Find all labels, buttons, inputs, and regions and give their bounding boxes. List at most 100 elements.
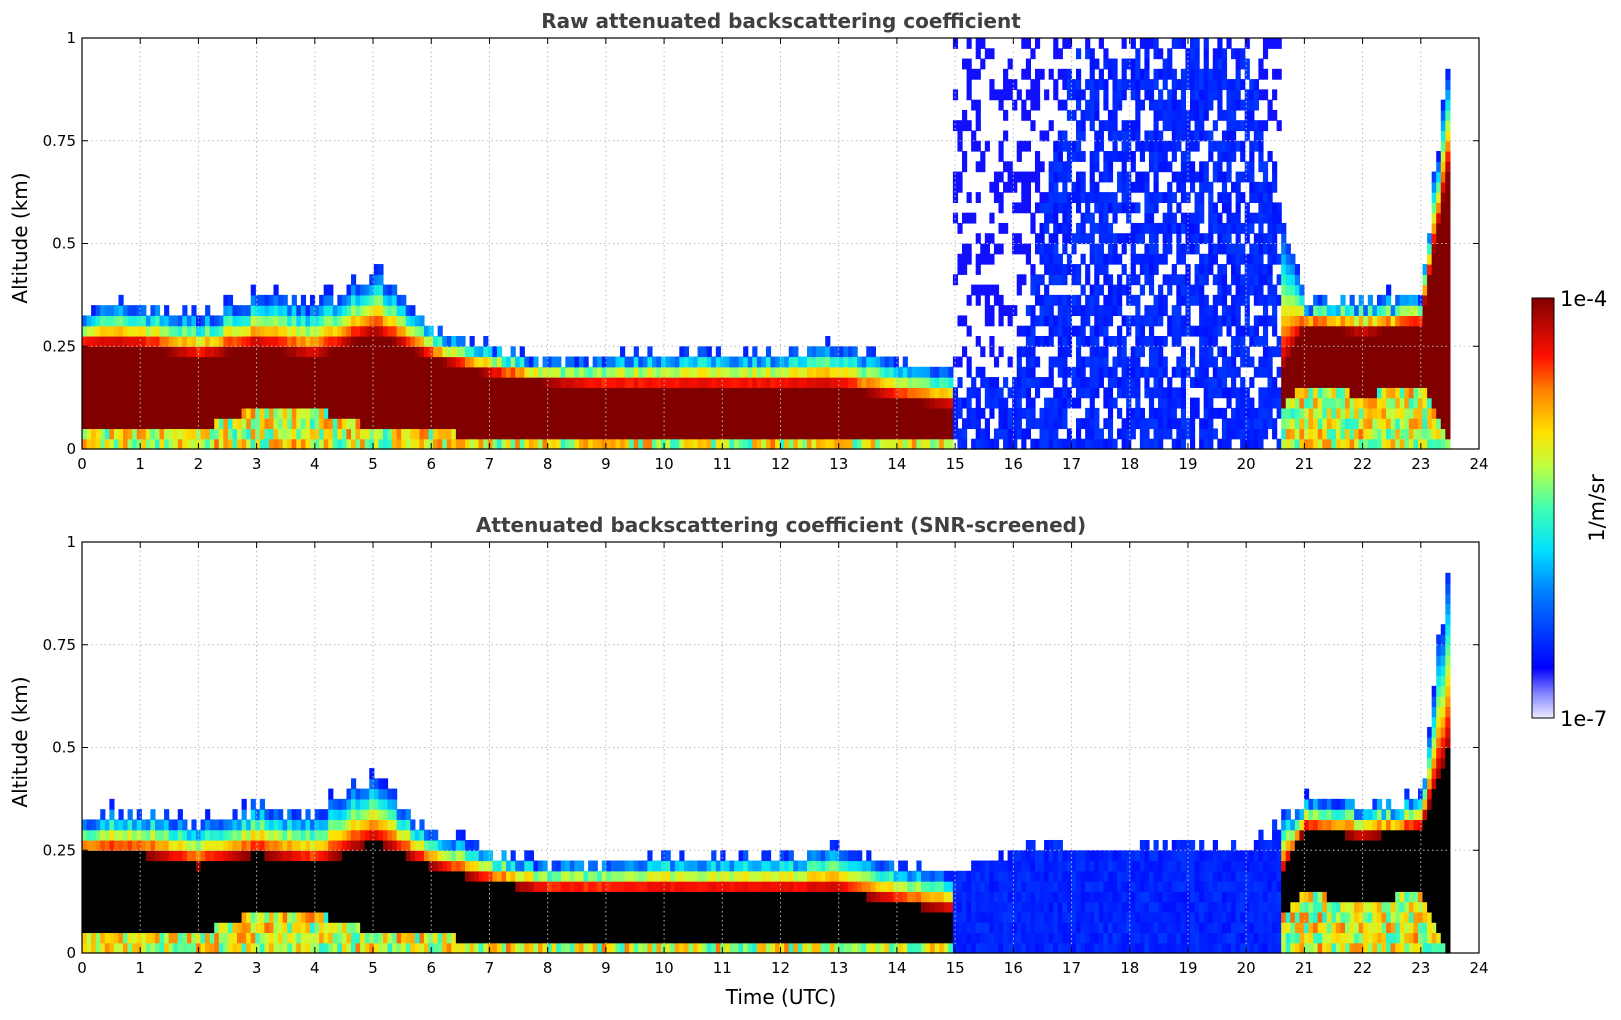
heatmap-cell bbox=[1249, 243, 1255, 255]
heatmap-cell bbox=[1358, 387, 1364, 399]
heatmap-cell bbox=[1189, 356, 1196, 368]
heatmap-cell bbox=[738, 387, 744, 399]
heatmap-cell bbox=[1144, 377, 1150, 388]
heatmap-cell bbox=[291, 325, 297, 337]
heatmap-cell bbox=[423, 377, 430, 388]
heatmap-cell bbox=[168, 911, 174, 923]
heatmap-cell bbox=[1203, 294, 1209, 306]
heatmap-cell bbox=[1235, 181, 1241, 193]
heatmap-cell bbox=[100, 922, 106, 934]
heatmap-cell bbox=[446, 356, 452, 368]
heatmap-cell bbox=[902, 397, 908, 409]
heatmap-cell bbox=[692, 366, 699, 378]
heatmap-cell bbox=[136, 315, 142, 327]
heatmap-cell bbox=[332, 387, 338, 399]
heatmap-cell bbox=[537, 428, 544, 440]
heatmap-cell bbox=[1071, 151, 1077, 162]
heatmap-cell bbox=[319, 356, 325, 368]
heatmap-cell bbox=[1062, 202, 1068, 214]
heatmap-cell bbox=[1148, 284, 1155, 296]
heatmap-cell bbox=[1176, 222, 1182, 234]
heatmap-cell bbox=[154, 305, 161, 317]
heatmap-cell bbox=[1199, 212, 1205, 224]
heatmap-cell bbox=[364, 366, 370, 378]
heatmap-cell bbox=[1322, 356, 1328, 368]
heatmap-cell bbox=[1080, 192, 1086, 203]
heatmap-cell bbox=[86, 315, 92, 327]
heatmap-cell bbox=[706, 418, 712, 430]
heatmap-cell bbox=[1034, 418, 1041, 430]
heatmap-cell bbox=[1440, 212, 1446, 224]
heatmap-cell bbox=[1012, 418, 1018, 430]
heatmap-cell bbox=[1427, 407, 1433, 419]
heatmap-cell bbox=[1057, 202, 1063, 214]
heatmap-cell bbox=[1326, 346, 1332, 358]
heatmap-cell bbox=[1189, 438, 1196, 450]
heatmap-cell bbox=[533, 428, 539, 440]
heatmap-cell bbox=[848, 407, 854, 419]
heatmap-cell bbox=[1176, 418, 1182, 430]
heatmap-cell bbox=[200, 346, 206, 358]
heatmap-cell bbox=[1162, 151, 1168, 162]
heatmap-cell bbox=[1231, 418, 1237, 430]
heatmap-cell bbox=[428, 356, 434, 368]
heatmap-cell bbox=[1244, 58, 1250, 70]
heatmap-cell bbox=[1303, 305, 1310, 317]
heatmap-cell bbox=[1313, 387, 1319, 399]
heatmap-cell bbox=[1103, 120, 1109, 132]
heatmap-cell bbox=[1121, 284, 1127, 296]
heatmap-cell bbox=[136, 932, 142, 944]
heatmap-cell bbox=[1363, 428, 1369, 440]
heatmap-cell bbox=[1381, 315, 1387, 327]
heatmap-cell bbox=[1203, 418, 1209, 430]
heatmap-cell bbox=[1025, 181, 1032, 193]
heatmap-cell bbox=[1121, 68, 1127, 80]
heatmap-cell bbox=[136, 850, 142, 862]
heatmap-cell bbox=[1048, 202, 1054, 214]
heatmap-cell bbox=[227, 438, 234, 450]
heatmap-cell bbox=[1203, 366, 1209, 378]
heatmap-cell bbox=[1212, 325, 1218, 337]
heatmap-cell bbox=[182, 428, 188, 440]
heatmap-cell bbox=[1267, 253, 1273, 265]
heatmap-cell bbox=[1272, 346, 1278, 358]
heatmap-cell bbox=[642, 418, 648, 430]
heatmap-cell bbox=[547, 356, 553, 368]
heatmap-cell bbox=[1144, 243, 1150, 255]
heatmap-cell bbox=[1231, 109, 1237, 121]
heatmap-cell bbox=[127, 932, 133, 944]
heatmap-cell bbox=[1189, 397, 1196, 409]
heatmap-cell bbox=[446, 335, 452, 347]
heatmap-cell bbox=[309, 377, 316, 388]
heatmap-cell bbox=[551, 428, 557, 440]
heatmap-cell bbox=[141, 911, 147, 923]
heatmap-cell bbox=[278, 377, 284, 388]
heatmap-cell bbox=[369, 428, 375, 440]
heatmap-cell bbox=[1226, 315, 1232, 327]
heatmap-cell bbox=[1021, 243, 1027, 255]
heatmap-cell bbox=[123, 911, 129, 923]
heatmap-cell bbox=[1340, 346, 1346, 358]
heatmap-cell bbox=[1445, 294, 1451, 306]
heatmap-cell bbox=[875, 397, 881, 409]
heatmap-cell bbox=[1404, 315, 1410, 327]
heatmap-cell bbox=[802, 377, 808, 388]
heatmap-cell bbox=[82, 418, 88, 430]
heatmap-cell bbox=[1176, 335, 1182, 347]
heatmap-cell bbox=[282, 294, 288, 306]
heatmap-cell bbox=[1176, 284, 1182, 296]
heatmap-cell bbox=[1158, 438, 1164, 450]
heatmap-cell bbox=[1413, 438, 1419, 450]
heatmap-cell bbox=[351, 325, 357, 337]
heatmap-cell bbox=[966, 387, 972, 399]
heatmap-cell bbox=[145, 356, 151, 368]
heatmap-cell bbox=[1162, 140, 1168, 152]
heatmap-cell bbox=[633, 397, 639, 409]
x-tick-label: 20 bbox=[1237, 455, 1256, 473]
heatmap-cell bbox=[373, 264, 379, 275]
heatmap-cell bbox=[1399, 387, 1405, 399]
heatmap-cell bbox=[1413, 305, 1419, 317]
heatmap-cell bbox=[1148, 438, 1155, 450]
heatmap-cell bbox=[980, 161, 986, 173]
heatmap-cell bbox=[1025, 192, 1032, 203]
